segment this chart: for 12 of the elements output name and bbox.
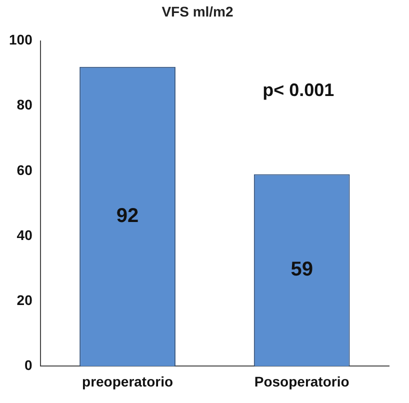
- y-tick-label: 80: [16, 96, 33, 113]
- annotation: p< 0.001: [262, 80, 334, 100]
- y-tick-label: 0: [24, 357, 33, 374]
- chart-title: VFS ml/m2: [162, 3, 234, 20]
- data-label: 59: [290, 258, 313, 281]
- x-tick-label: preoperatorio: [82, 373, 174, 390]
- data-label: 92: [116, 205, 139, 228]
- y-tick-label: 40: [16, 226, 33, 243]
- y-tick-label: 100: [9, 32, 33, 48]
- x-tick-label: Posoperatorio: [254, 373, 350, 390]
- y-tick-label: 60: [16, 162, 33, 178]
- y-tick-label: 20: [16, 292, 33, 308]
